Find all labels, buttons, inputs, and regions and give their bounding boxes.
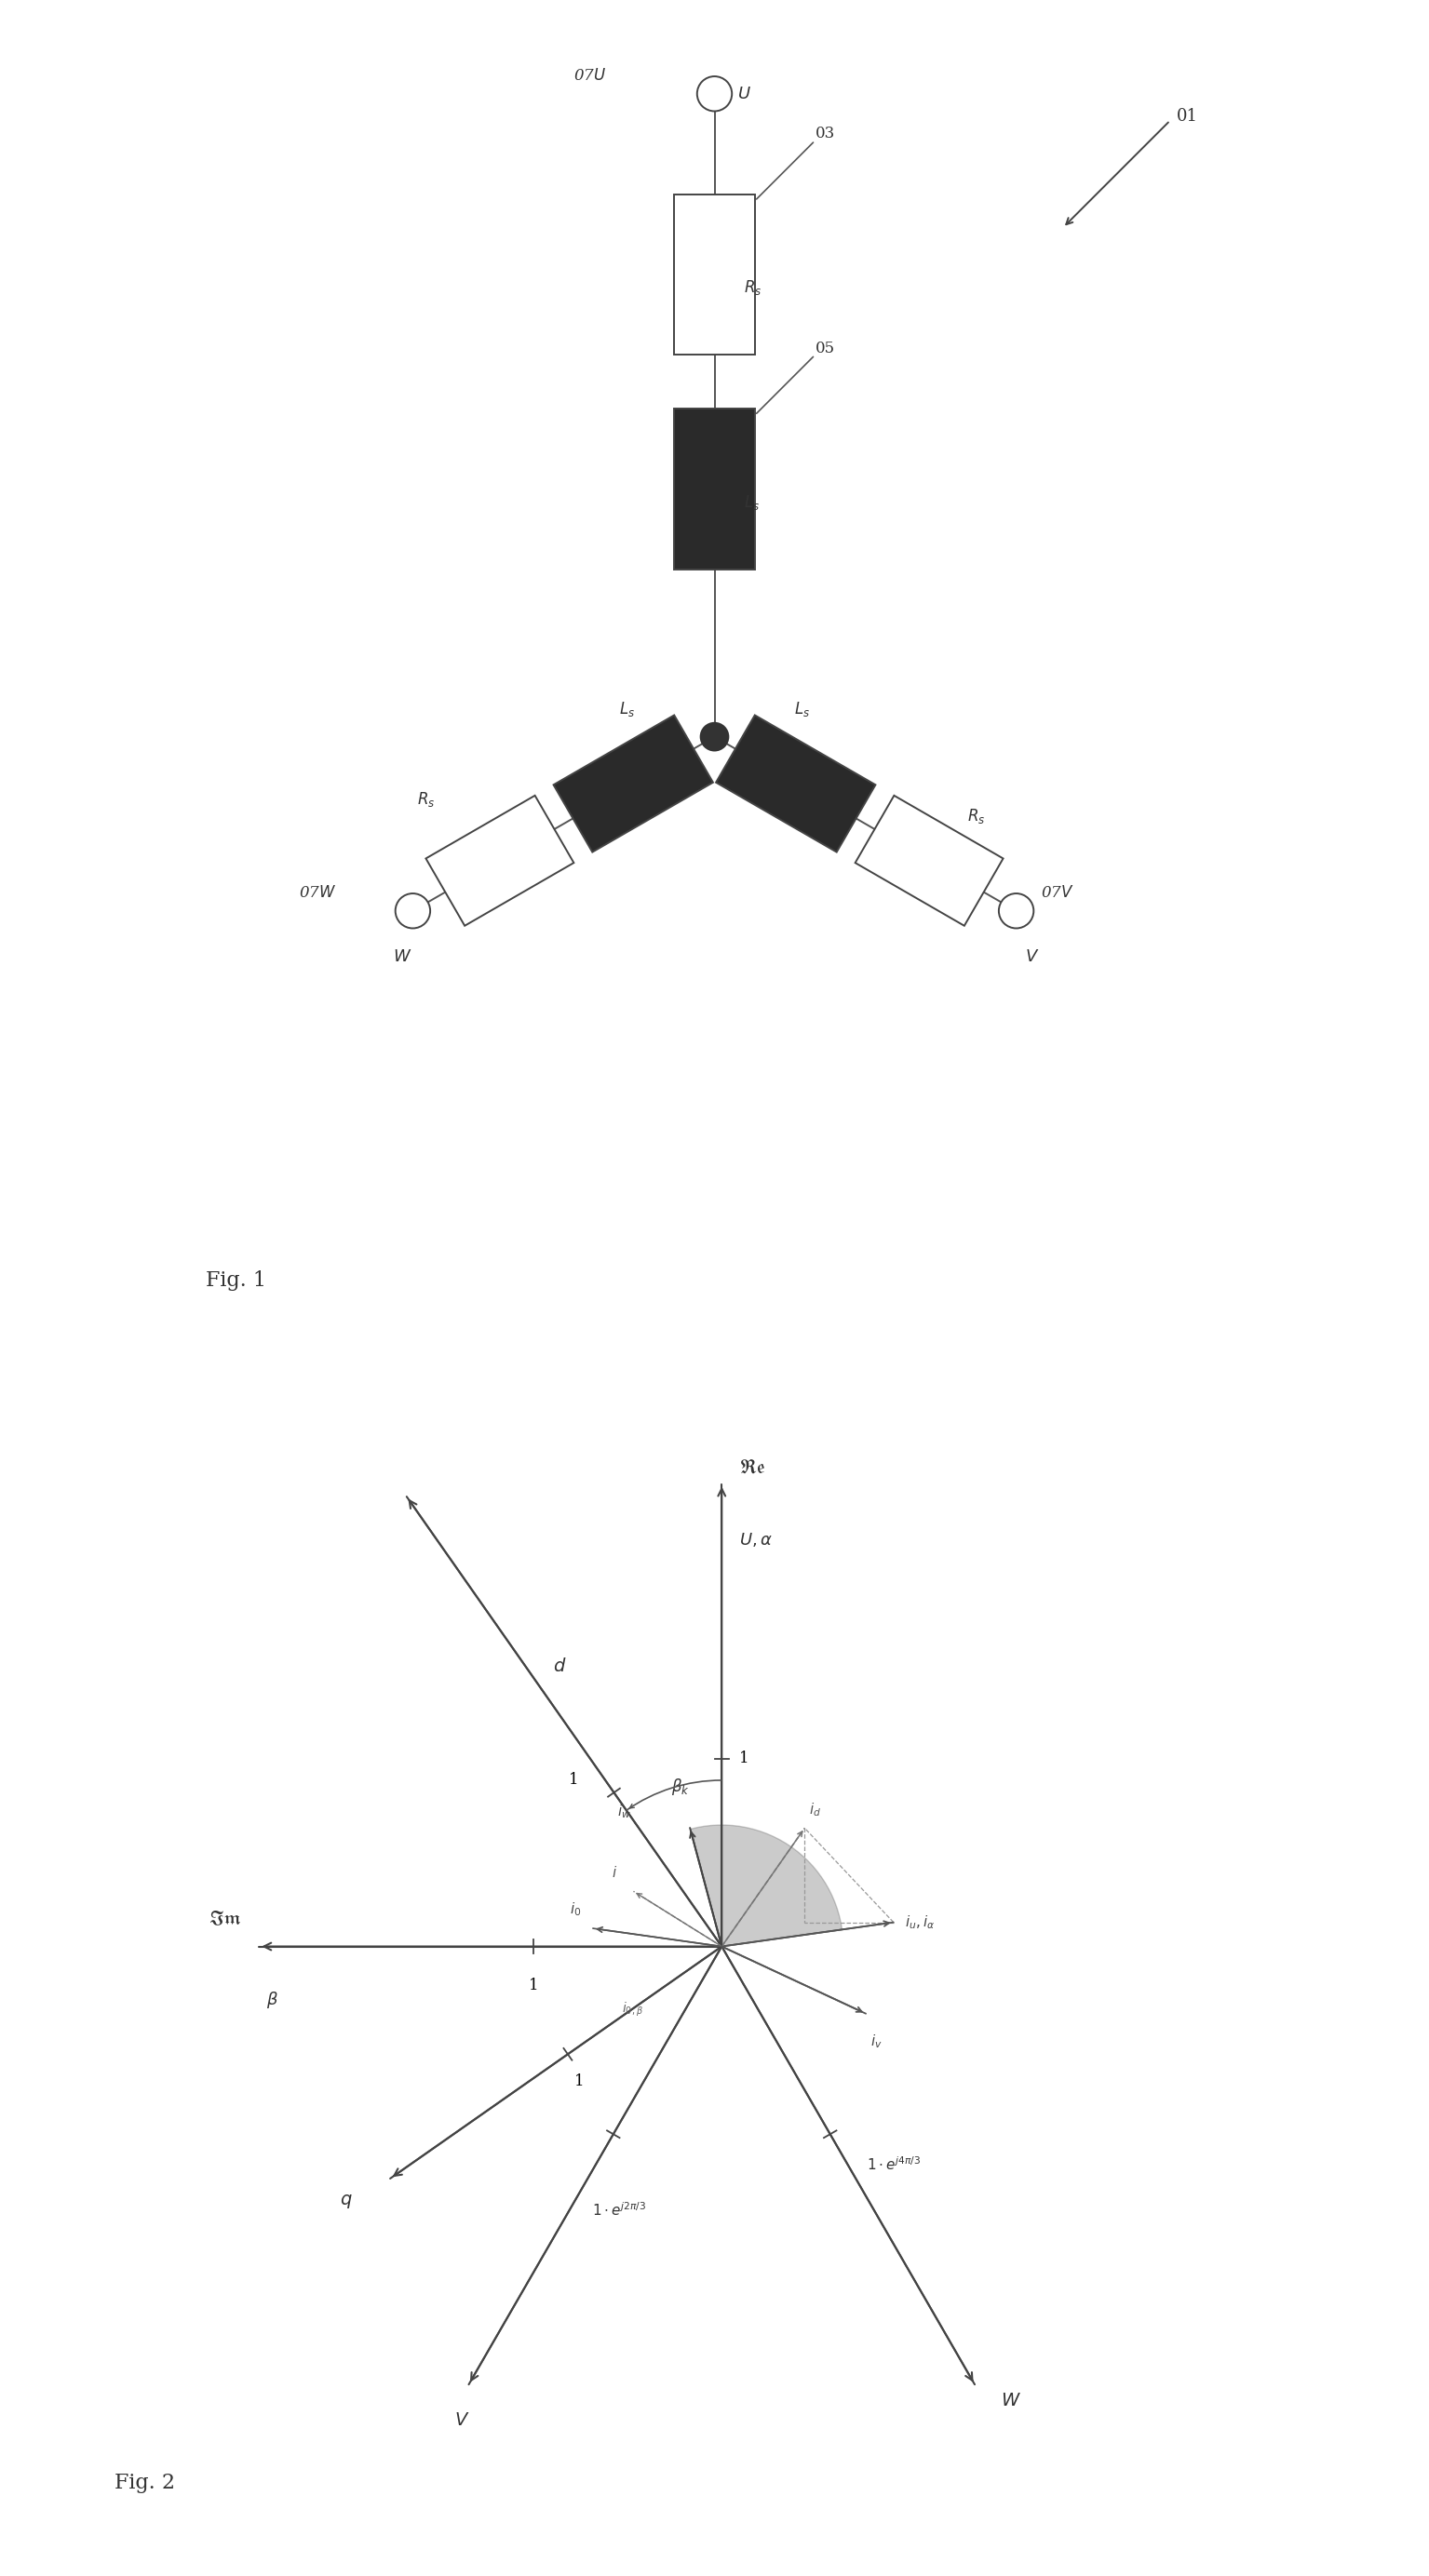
Bar — [674, 410, 755, 569]
Text: $d$: $d$ — [553, 1656, 567, 1674]
Text: Fig. 1: Fig. 1 — [206, 1270, 266, 1291]
Text: 1: 1 — [529, 1978, 539, 1994]
Text: 07$W$: 07$W$ — [299, 886, 336, 902]
Polygon shape — [690, 1824, 842, 1947]
Text: 05: 05 — [815, 340, 835, 355]
Text: $i_d$: $i_d$ — [809, 1801, 822, 1819]
Bar — [426, 796, 574, 925]
Text: $W$: $W$ — [393, 948, 412, 966]
Text: $1\cdot e^{j4\pi/3}$: $1\cdot e^{j4\pi/3}$ — [866, 2156, 920, 2172]
Text: $U$: $U$ — [737, 85, 752, 103]
Bar — [855, 796, 1003, 925]
Text: $i_w$: $i_w$ — [617, 1803, 632, 1821]
Text: $\mathfrak{Re}$: $\mathfrak{Re}$ — [739, 1458, 766, 1476]
Text: Fig. 2: Fig. 2 — [114, 2473, 176, 2494]
Text: $W$: $W$ — [1000, 2393, 1022, 2411]
Text: $\beta_k$: $\beta_k$ — [672, 1777, 690, 1798]
Bar — [716, 716, 876, 853]
Text: $q$: $q$ — [340, 2192, 353, 2210]
Text: $i$: $i$ — [612, 1865, 617, 1880]
Text: $V$: $V$ — [454, 2411, 469, 2429]
Text: 1: 1 — [569, 1772, 579, 1788]
Text: $\beta$: $\beta$ — [266, 1989, 279, 2009]
Text: 07$V$: 07$V$ — [1040, 886, 1073, 902]
Text: $V$: $V$ — [1025, 948, 1039, 966]
Text: $1\cdot e^{j2\pi/3}$: $1\cdot e^{j2\pi/3}$ — [592, 2202, 646, 2218]
Text: $L_s$: $L_s$ — [619, 701, 634, 719]
Text: $i_0$: $i_0$ — [570, 1901, 582, 1919]
Circle shape — [396, 894, 430, 927]
Bar — [553, 716, 713, 853]
Text: $R_s$: $R_s$ — [745, 278, 762, 296]
Text: 1: 1 — [739, 1752, 749, 1767]
Text: $R_s$: $R_s$ — [417, 791, 436, 809]
Text: $i_{0,\beta}$: $i_{0,\beta}$ — [622, 1999, 643, 2017]
Text: 01: 01 — [1177, 108, 1198, 124]
Text: $i_u, i_\alpha$: $i_u, i_\alpha$ — [905, 1914, 935, 1932]
Text: 1: 1 — [574, 2074, 584, 2089]
Circle shape — [700, 721, 729, 752]
Text: $U, \alpha$: $U, \alpha$ — [739, 1530, 773, 1548]
Text: $L_s$: $L_s$ — [795, 701, 810, 719]
Text: $\mathfrak{Im}$: $\mathfrak{Im}$ — [209, 1911, 242, 1929]
Circle shape — [697, 77, 732, 111]
Bar — [674, 193, 755, 355]
Text: $i_v$: $i_v$ — [870, 2032, 882, 2050]
Text: 07$U$: 07$U$ — [574, 70, 606, 85]
Circle shape — [999, 894, 1033, 927]
Text: 03: 03 — [815, 126, 835, 142]
Text: $L_s$: $L_s$ — [745, 492, 760, 513]
Text: $R_s$: $R_s$ — [967, 806, 985, 824]
